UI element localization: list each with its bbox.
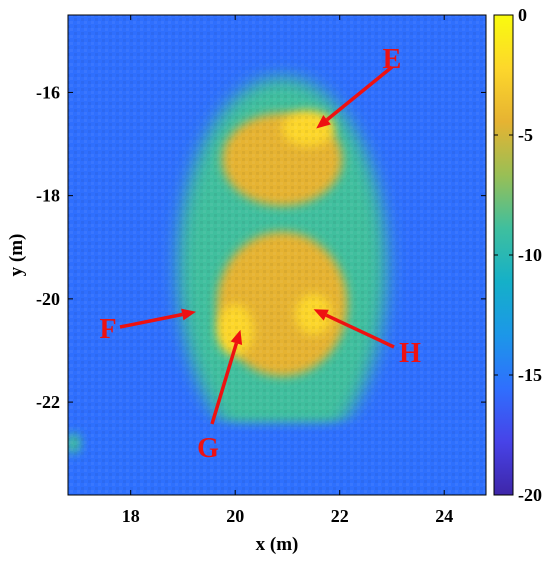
heatmap-plot-area bbox=[67, 14, 487, 496]
annotation-arrowhead-h bbox=[313, 309, 329, 321]
colorbar-ticks: 0 -5 -10 -15 -20 bbox=[494, 5, 542, 505]
x-tick-label: 24 bbox=[435, 506, 453, 526]
annotation-arrowhead-f bbox=[181, 308, 197, 321]
colorbar-tick-label: 0 bbox=[518, 5, 527, 25]
annotation-arrow-f bbox=[119, 312, 183, 329]
annotation-label-g: G bbox=[197, 433, 219, 464]
annotation-arrowhead-e bbox=[316, 115, 331, 129]
x-tick-label: 20 bbox=[226, 506, 244, 526]
y-axis: -16 -18 -20 -22 bbox=[36, 82, 486, 412]
plot-frame bbox=[67, 14, 487, 496]
annotation-arrowhead-g bbox=[230, 329, 243, 345]
y-tick-label: -16 bbox=[36, 82, 60, 102]
heatmap-texture bbox=[68, 15, 486, 495]
annotation-label-e: E bbox=[383, 44, 402, 75]
colorbar-tick-label: -10 bbox=[518, 245, 542, 265]
annotation-arrow-h bbox=[325, 313, 395, 349]
colorbar-tick-label: -5 bbox=[518, 125, 533, 145]
annotations: E F G H bbox=[99, 44, 421, 464]
y-tick-label: -18 bbox=[36, 186, 60, 206]
colorbar-tick-label: -20 bbox=[518, 485, 542, 505]
x-axis-label: x (m) bbox=[256, 534, 299, 555]
annotation-label-h: H bbox=[399, 338, 421, 369]
y-axis-label: y (m) bbox=[6, 234, 27, 277]
x-axis: 18 20 22 24 bbox=[122, 15, 453, 526]
x-tick-label: 18 bbox=[122, 506, 140, 526]
colorbar: 0 -5 -10 -15 -20 bbox=[493, 5, 542, 505]
y-tick-label: -22 bbox=[36, 392, 60, 412]
annotation-label-f: F bbox=[99, 314, 116, 345]
y-tick-label: -20 bbox=[36, 289, 60, 309]
annotation-arrow-e bbox=[325, 65, 394, 122]
annotation-arrow-g bbox=[210, 342, 239, 425]
x-tick-label: 22 bbox=[331, 506, 349, 526]
colorbar-tick-label: -15 bbox=[518, 365, 542, 385]
